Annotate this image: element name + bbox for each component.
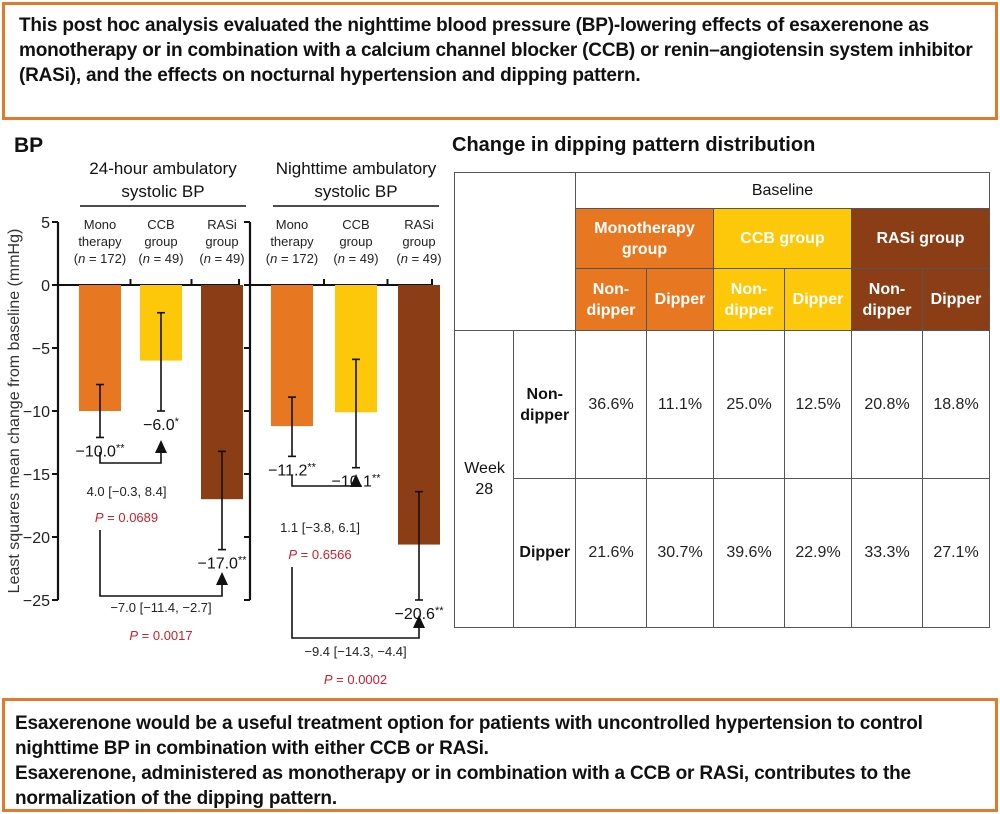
group-header-rasi: RASi group [851,208,990,269]
category-label-line2: therapy [270,234,314,249]
value-label: −10.0** [75,442,125,460]
subheader-mono-dipper: Dipper [646,268,714,331]
row-label-dipper: Dipper [513,478,576,628]
cell-value: 11.1% [646,330,714,479]
y-tick-label: −10 [23,404,50,421]
dipping-pattern-table: Baseline Monotherapy group CCB group RAS… [453,172,990,628]
comparison-bracket [291,475,356,487]
panel-title-line1: Nighttime ambulatory [276,159,437,178]
value-label: −17.0** [197,555,247,573]
y-tick-label: −20 [23,530,50,547]
category-label-line2: group [339,234,372,249]
comparison-p-value: P = 0.0689 [95,510,158,525]
cell-value: 18.8% [922,330,990,479]
cell-value: 30.7% [646,478,714,628]
panel-title-line1: 24-hour ambulatory [89,159,237,178]
comparison-bracket [99,452,162,464]
subheader-rasi-dipper: Dipper [922,268,990,331]
category-n-label: (n = 49) [138,251,183,266]
category-label-line2: group [144,234,177,249]
category-label-line1: RASi [207,217,237,232]
cell-value: 21.6% [575,478,647,628]
conclusion-line-1: Esaxerenone would be a useful treatment … [15,713,923,759]
comparison-bracket [291,567,420,639]
comparison-p-value: P = 0.0017 [129,628,192,643]
subheader-ccb-nondipper: Non-dipper [713,268,785,331]
y-tick-label: −25 [23,593,50,610]
y-tick-label: 5 [41,215,50,232]
category-label-line2: group [205,234,238,249]
panel-title-line2: systolic BP [314,182,397,201]
category-label-line1: CCB [147,217,174,232]
y-tick-label: 0 [41,278,50,295]
table-corner-empty [454,172,576,331]
category-label-line2: therapy [78,234,122,249]
row-label-nondipper: Non-dipper [513,330,576,479]
group-header-ccb: CCB group [713,208,852,269]
group-header-mono: Monotherapy group [575,208,714,269]
baseline-header: Baseline [575,172,990,209]
bp-bar-chart: Least squares mean change from baseline … [6,159,444,687]
conclusion-line-2: Esaxerenone, administered as monotherapy… [15,763,911,809]
cell-value: 39.6% [713,478,785,628]
category-label-line1: Mono [84,217,117,232]
cell-value: 20.8% [851,330,923,479]
cell-value: 36.6% [575,330,647,479]
comparison-p-value: P = 0.6566 [288,547,351,562]
comparison-difference: −7.0 [−11.4, −2.7] [110,600,211,615]
cell-value: 12.5% [784,330,852,479]
y-axis-label: Least squares mean change from baseline … [6,229,23,594]
cell-value: 27.1% [922,478,990,628]
category-label-line1: Mono [276,217,309,232]
category-n-label: (n = 172) [266,251,318,266]
comparison-difference: −9.4 [−14.3, −4.4] [304,644,406,659]
comparison-arrowhead [413,615,425,628]
comparison-difference: 1.1 [−3.8, 6.1] [280,520,360,535]
category-n-label: (n = 49) [333,251,378,266]
subheader-rasi-nondipper: Non-dipper [851,268,923,331]
category-label-line1: RASi [404,217,434,232]
comparison-bracket [99,530,223,597]
value-label: −11.2** [268,461,317,479]
cell-value: 22.9% [784,478,852,628]
cell-value: 25.0% [713,330,785,479]
category-n-label: (n = 49) [199,251,244,266]
comparison-arrowhead [350,474,362,487]
value-label: −20.6** [394,605,444,623]
objective-text: This post hoc analysis evaluated the nig… [19,15,973,86]
category-n-label: (n = 49) [396,251,441,266]
subheader-mono-nondipper: Non-dipper [575,268,647,331]
chart-title: BP [14,134,44,157]
comparison-p-value: P = 0.0002 [324,672,387,687]
comparison-arrowhead [155,440,167,453]
conclusion-box: Esaxerenone would be a useful treatment … [2,698,998,812]
value-label: −6.0* [143,416,180,434]
panel-title-line2: systolic BP [121,182,204,201]
category-label-line1: CCB [342,217,369,232]
category-label-line2: group [402,234,435,249]
objective-box: This post hoc analysis evaluated the nig… [2,2,998,120]
cell-value: 33.3% [851,478,923,628]
y-tick-label: −15 [23,467,50,484]
comparison-arrowhead [216,572,228,585]
y-tick-label: −5 [32,341,50,358]
subheader-ccb-dipper: Dipper [784,268,852,331]
category-n-label: (n = 172) [74,251,126,266]
week-label: Week 28 [453,330,515,628]
comparison-difference: 4.0 [−0.3, 8.4] [87,484,167,499]
table-title: Change in dipping pattern distribution [452,134,816,156]
